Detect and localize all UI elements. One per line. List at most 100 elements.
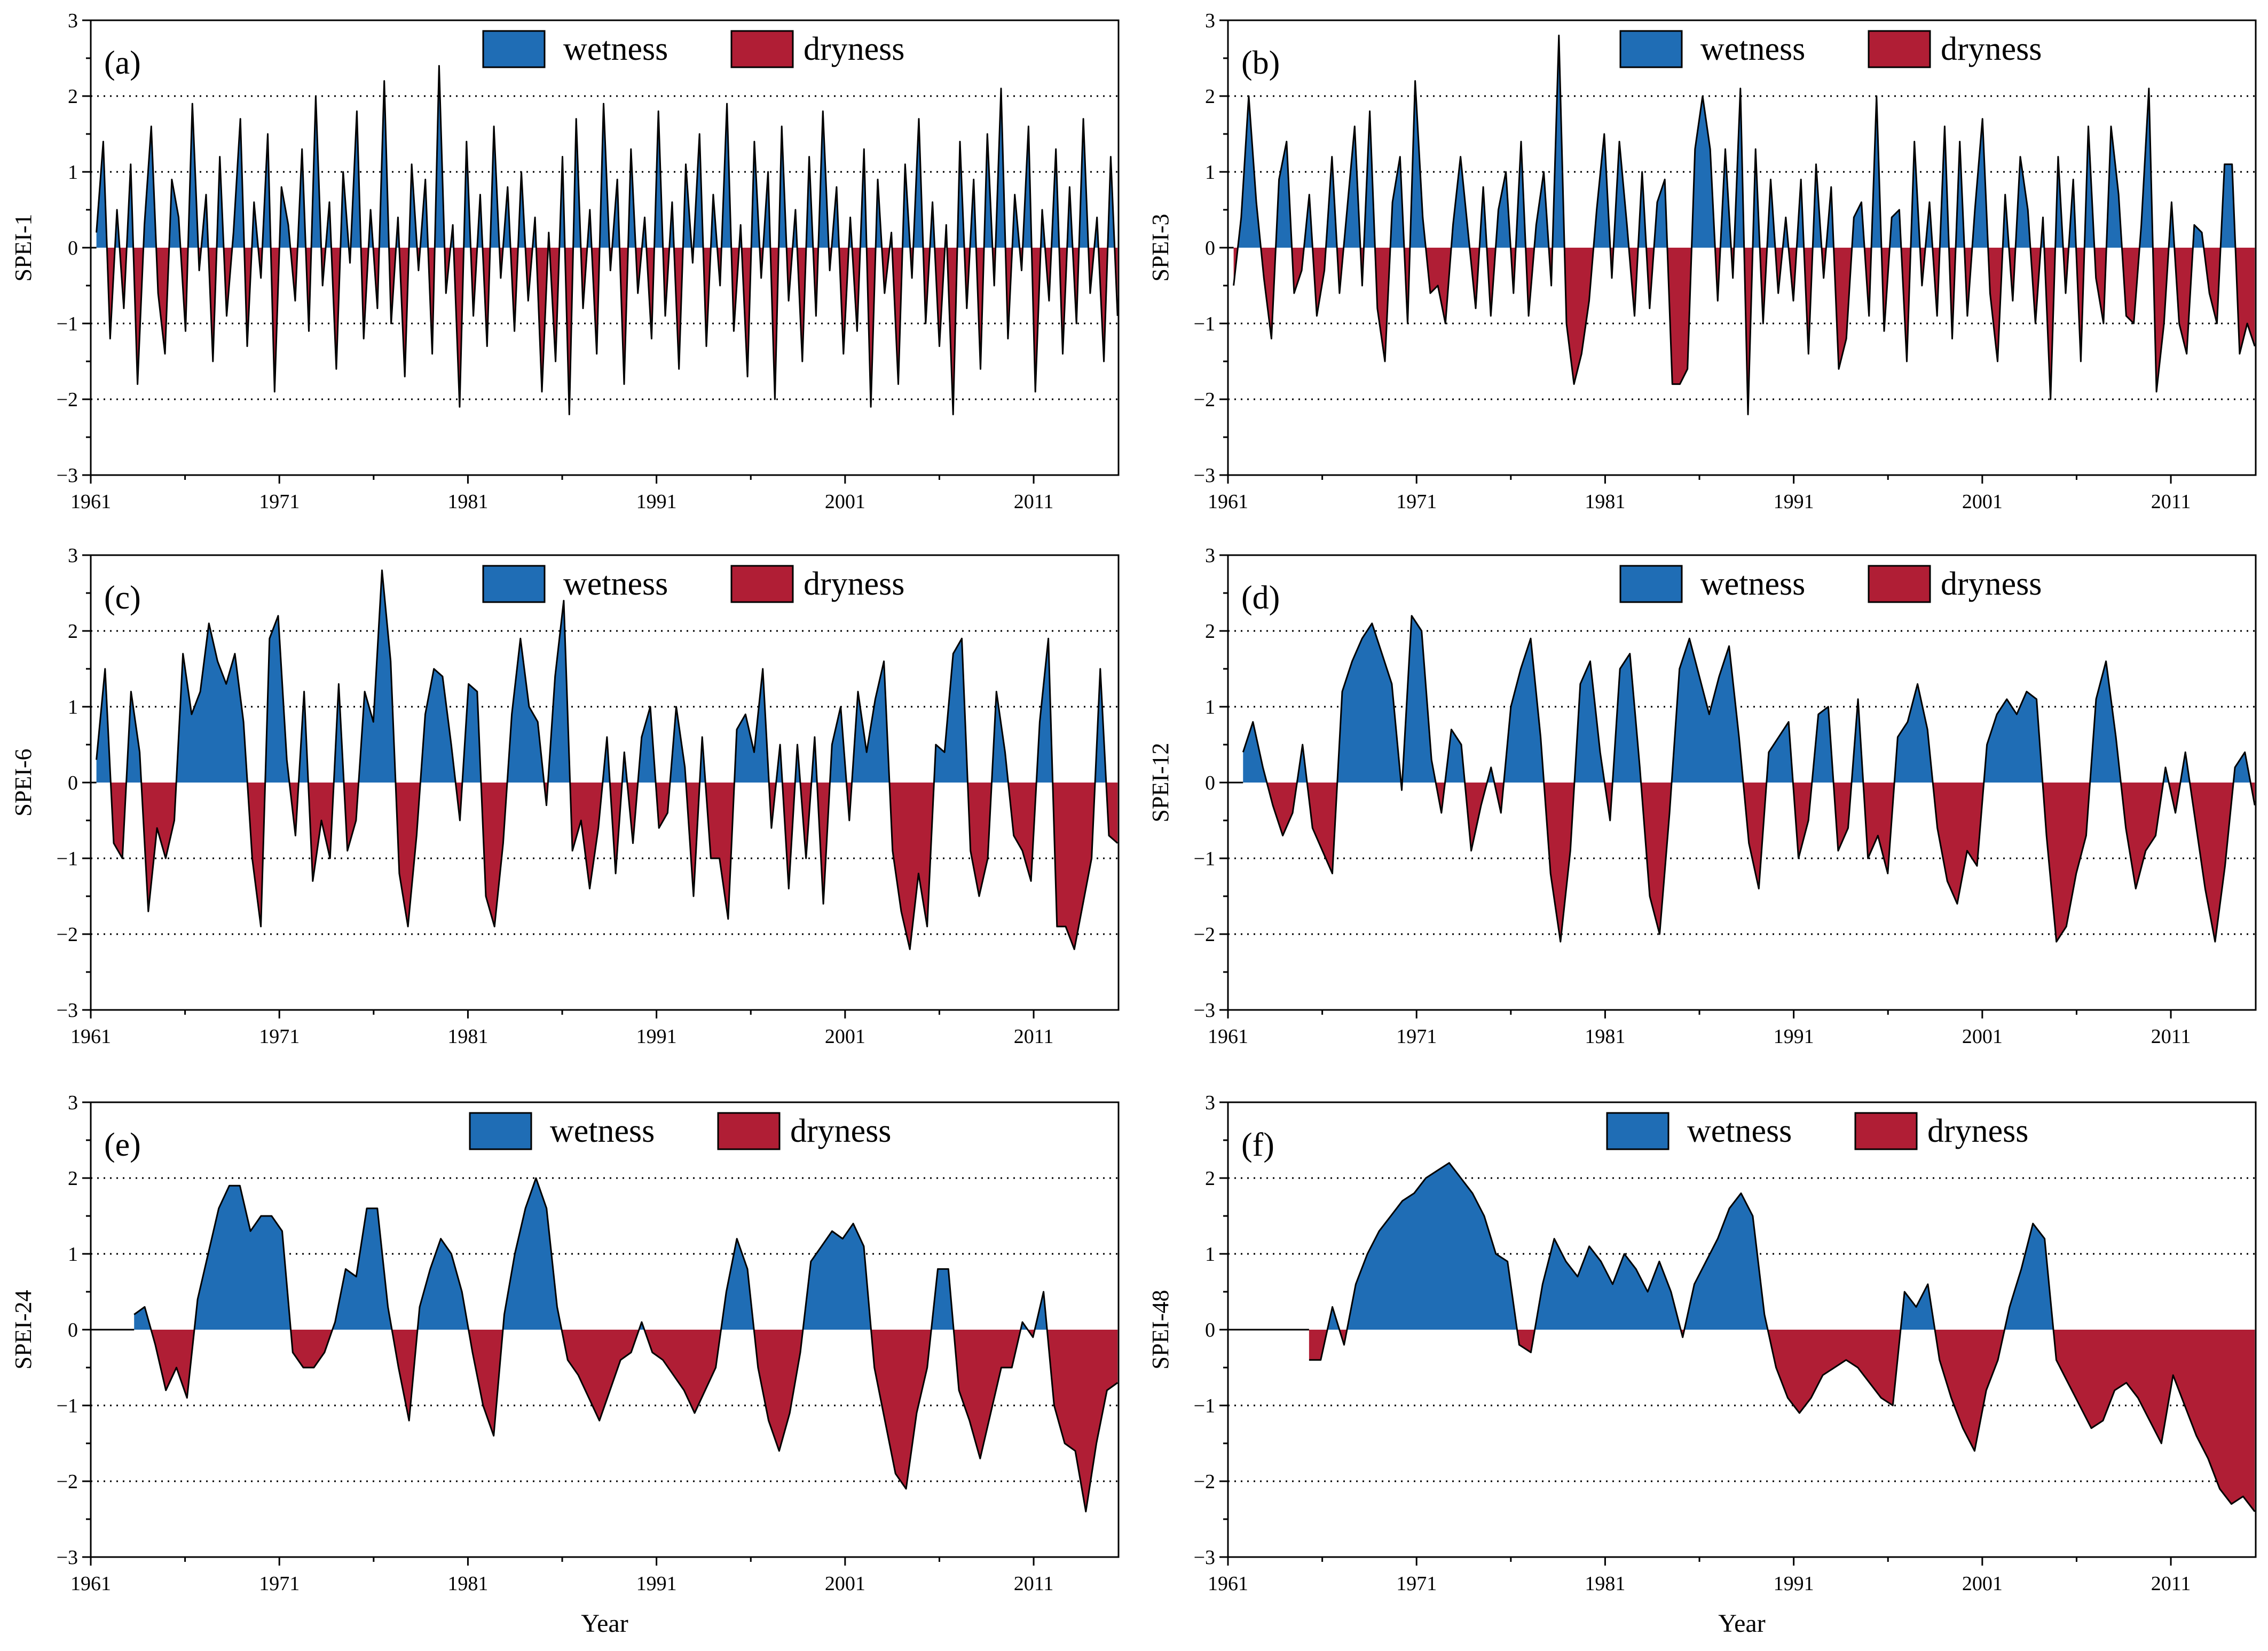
- y-tick-label: 0: [68, 237, 78, 259]
- y-axis-label: SPEI-48: [1147, 1290, 1174, 1369]
- legend: wetness dryness: [469, 1112, 891, 1150]
- wetness-area: [134, 1178, 1118, 1330]
- x-tick-label: 2011: [2151, 1025, 2191, 1048]
- legend-dryness-label: dryness: [1941, 566, 2042, 602]
- y-axis-label: SPEI-12: [1147, 742, 1174, 822]
- x-tick-label: 1971: [259, 1025, 300, 1048]
- y-tick-label: −1: [1194, 313, 1215, 335]
- legend-dryness-swatch: [1868, 565, 1931, 603]
- legend-dryness-swatch: [1854, 1112, 1918, 1150]
- y-tick-label: −3: [57, 464, 78, 487]
- legend: wetness dryness: [482, 30, 904, 68]
- y-tick-label: 2: [68, 85, 78, 108]
- legend-wetness-swatch: [1606, 1112, 1670, 1150]
- legend: wetness dryness: [482, 565, 904, 603]
- series-line: [1242, 615, 2256, 943]
- x-tick-label: 1991: [636, 1025, 677, 1048]
- y-tick-label: −1: [57, 1395, 78, 1417]
- x-tick-label: 2001: [1962, 491, 2003, 513]
- dryness-area: [1309, 1330, 2255, 1512]
- y-tick-label: 2: [68, 620, 78, 643]
- dryness-area: [96, 783, 1118, 950]
- x-axis-label: Year: [1718, 1609, 1765, 1638]
- series-line: [1309, 1162, 2256, 1512]
- x-tick-label: 1961: [70, 1025, 111, 1048]
- x-tick-label: 1981: [447, 1573, 488, 1595]
- y-tick-label: 3: [1205, 1092, 1215, 1114]
- legend-wetness-swatch: [482, 565, 546, 603]
- x-tick-label: 1971: [1396, 1025, 1437, 1048]
- x-axis-label: Year: [581, 1609, 628, 1638]
- x-tick-label: 2011: [1014, 491, 1054, 513]
- y-tick-label: 2: [68, 1167, 78, 1190]
- series-group: [91, 65, 1119, 415]
- panel-d: −3 −2 −1 0 1 2 3 1961 1971 1981 1991 2001 2011 SPEI-1…: [1147, 544, 2257, 1048]
- x-tick-label: 2001: [1962, 1573, 2003, 1595]
- series-group: [1228, 615, 2256, 943]
- series-group: [91, 1177, 1119, 1513]
- legend-dryness-label: dryness: [1941, 31, 2042, 67]
- panel-label: (a): [104, 45, 141, 81]
- legend-wetness-label: wetness: [1687, 1113, 1792, 1149]
- series-group: [91, 569, 1119, 950]
- dryness-area: [1243, 783, 2255, 942]
- legend: wetness dryness: [1619, 30, 2042, 68]
- legend-dryness-swatch: [1868, 30, 1931, 68]
- y-tick-label: 0: [68, 772, 78, 794]
- y-tick-label: −1: [57, 848, 78, 870]
- x-tick-label: 1961: [1208, 1573, 1248, 1595]
- x-tick-label: 1961: [70, 1573, 111, 1595]
- y-axis-label: SPEI-24: [10, 1290, 36, 1369]
- x-tick-label: 1981: [1585, 1025, 1625, 1048]
- y-tick-label: −2: [1194, 923, 1215, 946]
- panel-label: (c): [104, 580, 141, 616]
- panel-b: −3 −2 −1 0 1 2 3 1961 1971 1981 1991 2001 2011 SPEI-3…: [1147, 10, 2257, 513]
- y-tick-label: −3: [1194, 464, 1215, 487]
- x-tick-label: 1991: [1774, 1025, 1814, 1048]
- x-tick-label: 1991: [636, 1573, 677, 1595]
- dryness-area: [1233, 248, 2255, 415]
- y-tick-label: −3: [1194, 1546, 1215, 1569]
- y-tick-label: 3: [1205, 10, 1215, 32]
- x-tick-label: 1991: [636, 491, 677, 513]
- x-tick-label: 2011: [1014, 1573, 1054, 1595]
- y-tick-label: 1: [68, 161, 78, 184]
- x-tick-label: 1971: [1396, 491, 1437, 513]
- legend-wetness-label: wetness: [1700, 566, 1805, 602]
- panel-a: −3 −2 −1 0 1 2 3 1961 1971 1981 1991 2001 2011 SPEI-1…: [10, 10, 1120, 513]
- panel-label: (f): [1241, 1127, 1274, 1163]
- y-tick-label: −3: [57, 1546, 78, 1569]
- y-tick-label: 1: [1205, 161, 1215, 184]
- y-tick-label: 2: [1205, 85, 1215, 108]
- x-tick-label: 1961: [1208, 1025, 1248, 1048]
- panel-c: −3 −2 −1 0 1 2 3 1961 1971 1981 1991 2001 2011 SPEI-6…: [10, 544, 1120, 1048]
- x-tick-label: 1971: [1396, 1573, 1437, 1595]
- panel-label: (e): [104, 1127, 141, 1163]
- y-tick-label: 0: [68, 1319, 78, 1341]
- y-tick-label: −1: [1194, 848, 1215, 870]
- y-axis-label: SPEI-6: [10, 748, 36, 816]
- series-group: [1228, 34, 2256, 415]
- dryness-area: [134, 1330, 1118, 1512]
- y-tick-label: −2: [1194, 1471, 1215, 1493]
- legend-dryness-swatch: [730, 30, 794, 68]
- series-line: [133, 1177, 1119, 1513]
- legend-dryness-label: dryness: [790, 1113, 891, 1149]
- x-tick-label: 1991: [1774, 491, 1814, 513]
- y-axis-label: SPEI-3: [1147, 214, 1174, 281]
- y-tick-label: −3: [57, 999, 78, 1022]
- panel-f: −3 −2 −1 0 1 2 3 1961 1971 1981 1991 2001 2011 SPEI-4…: [1147, 1092, 2257, 1638]
- x-tick-label: 2011: [1014, 1025, 1054, 1048]
- legend-wetness-label: wetness: [563, 566, 668, 602]
- y-tick-label: 2: [1205, 620, 1215, 643]
- legend-wetness-label: wetness: [563, 31, 668, 67]
- x-tick-label: 2011: [2151, 491, 2191, 513]
- series-line: [96, 569, 1119, 950]
- x-tick-label: 2001: [825, 1025, 865, 1048]
- wetness-area: [1309, 1163, 2255, 1330]
- legend-dryness-label: dryness: [1927, 1113, 2028, 1149]
- x-tick-label: 1991: [1774, 1573, 1814, 1595]
- y-tick-label: −1: [57, 313, 78, 335]
- y-tick-label: −3: [1194, 999, 1215, 1022]
